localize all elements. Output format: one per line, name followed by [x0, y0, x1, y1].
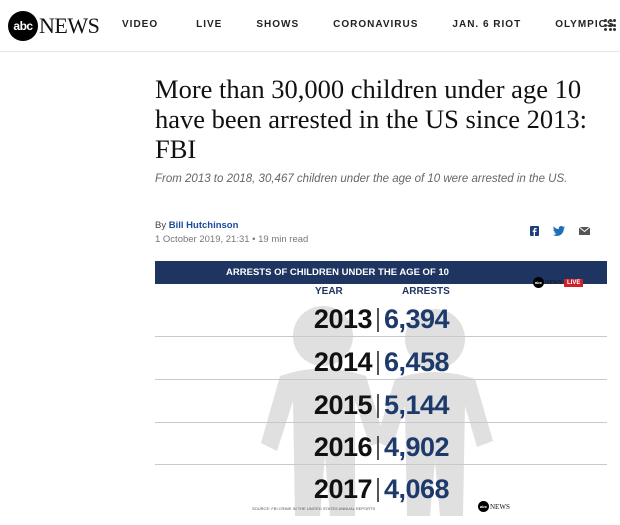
- row-separator: [377, 436, 379, 460]
- abc-logo-mark: abc: [8, 11, 38, 41]
- table-row: 2015 5,144: [155, 380, 607, 423]
- row-separator: [377, 351, 379, 375]
- app-grid-icon[interactable]: [604, 19, 616, 31]
- abc-logo-word: NEWS: [39, 13, 100, 38]
- footer-logo-word: NEWS: [490, 502, 510, 511]
- arrests-infographic: ARRESTS OF CHILDREN UNDER THE AGE OF 10 …: [155, 261, 607, 516]
- read-time: • 19 min read: [249, 234, 309, 245]
- share-bar: [530, 226, 604, 236]
- row-arrests: 6,394: [384, 304, 450, 334]
- live-badge: LIVE: [564, 278, 584, 287]
- footer-logo-mark: abc: [478, 501, 489, 512]
- row-divider: [155, 379, 607, 380]
- table-row: 2013 6,394: [155, 294, 607, 337]
- dateline: 1 October 2019, 21:31 • 19 min read: [155, 234, 308, 245]
- row-separator: [377, 394, 379, 418]
- infographic-logo-mark: abc: [533, 277, 544, 288]
- row-separator: [377, 308, 379, 332]
- row-year: 2017: [313, 474, 373, 504]
- row-arrests: 4,068: [384, 474, 450, 504]
- row-year: 2013: [313, 304, 373, 334]
- email-icon[interactable]: [579, 227, 590, 235]
- byline: By Bill Hutchinson: [155, 220, 238, 231]
- article-subhead: From 2013 to 2018, 30,467 children under…: [155, 173, 568, 185]
- nav-menu: VIDEO LIVE SHOWS CORONAVIRUS JAN. 6 RIOT…: [122, 19, 620, 30]
- table-row: 2016 4,902: [155, 422, 607, 465]
- top-nav: abc NEWS VIDEO LIVE SHOWS CORONAVIRUS JA…: [0, 0, 620, 52]
- nav-shows[interactable]: SHOWS: [256, 19, 300, 30]
- table-row: 2014 6,458: [155, 337, 607, 380]
- table-row: 2017 4,068: [155, 464, 607, 507]
- row-divider: [155, 336, 607, 337]
- infographic-title-bar: [155, 261, 607, 284]
- infographic-title: ARRESTS OF CHILDREN UNDER THE AGE OF 10: [226, 267, 449, 278]
- row-year: 2016: [313, 432, 373, 462]
- article-headline: More than 30,000 children under age 10 h…: [155, 74, 587, 164]
- infographic-logo-word: NEWS: [545, 279, 562, 286]
- row-separator: [377, 478, 379, 502]
- byline-prefix: By: [155, 220, 169, 231]
- row-year: 2015: [313, 390, 373, 420]
- row-year: 2014: [313, 347, 373, 377]
- twitter-icon[interactable]: [553, 226, 565, 236]
- row-arrests: 5,144: [384, 390, 450, 420]
- children-silhouette-icon: [261, 306, 493, 516]
- infographic-abc-live-logo: abc NEWS LIVE: [533, 277, 584, 288]
- nav-olympics[interactable]: OLYMPICS: [555, 19, 615, 30]
- publish-date: 1 October 2019, 21:31: [155, 234, 250, 245]
- arrests-column-header: ARRESTS: [402, 286, 450, 297]
- nav-live[interactable]: LIVE: [196, 19, 223, 30]
- author-link[interactable]: Bill Hutchinson: [168, 220, 239, 231]
- row-divider: [155, 464, 607, 465]
- source-note: SOURCE: FBI CRIME IN THE UNITED STATES A…: [252, 506, 376, 511]
- nav-jan6-riot[interactable]: JAN. 6 RIOT: [452, 19, 522, 30]
- row-divider: [155, 422, 607, 423]
- abc-news-logo[interactable]: abc NEWS: [8, 11, 100, 41]
- nav-coronavirus[interactable]: CORONAVIRUS: [333, 19, 419, 30]
- facebook-icon[interactable]: [530, 226, 539, 236]
- row-arrests: 6,458: [384, 347, 450, 377]
- infographic-footer-logo: abc NEWS: [478, 501, 510, 512]
- year-column-header: YEAR: [315, 286, 343, 297]
- nav-video[interactable]: VIDEO: [122, 19, 159, 30]
- row-arrests: 4,902: [384, 432, 450, 462]
